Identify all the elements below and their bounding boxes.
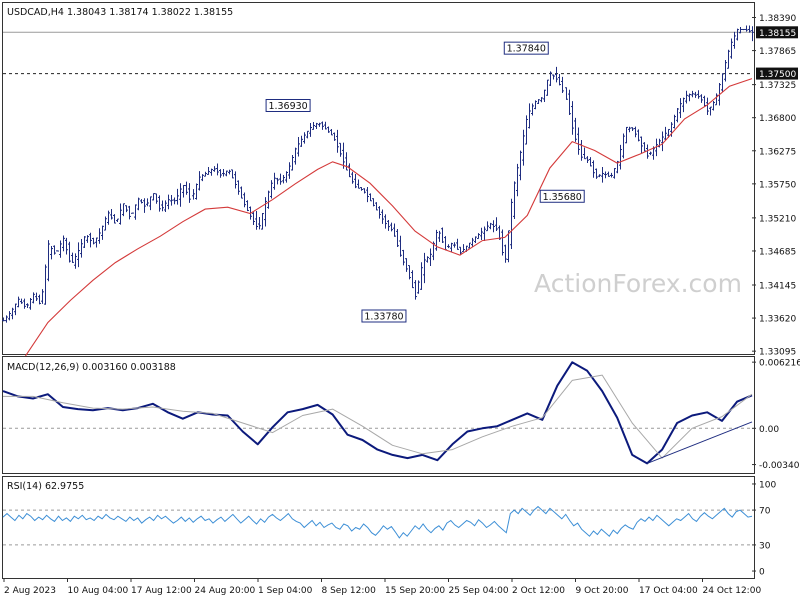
price-y-axis: 1.38390 1.37865 1.37325 1.36800 1.36275 1.357… bbox=[752, 14, 798, 358]
level-tag bbox=[756, 67, 798, 80]
macd-signal-line bbox=[3, 374, 753, 459]
price-reference-lines bbox=[3, 31, 752, 75]
price-y-tick-label: 1.34685 bbox=[759, 247, 796, 257]
x-tick-label: 2 Oct 12:00 bbox=[512, 586, 565, 596]
moving-average-line bbox=[25, 78, 753, 357]
rsi-panel-header: RSI(14) 62.9755 bbox=[7, 481, 84, 492]
current-price-label: 1.38155 bbox=[759, 29, 796, 39]
x-tick-label: 24 Oct 12:00 bbox=[703, 586, 762, 596]
price-panel-header: USDCAD,H4 1.38043 1.38174 1.38022 1.3815… bbox=[7, 7, 233, 18]
macd-y-axis: 0.006216 0.00 -0.003407 bbox=[752, 359, 800, 471]
price-y-tick-label: 1.36275 bbox=[759, 147, 796, 157]
watermark: ActionForex.com bbox=[534, 269, 742, 298]
annotation-box bbox=[265, 98, 311, 112]
annotation-box bbox=[503, 41, 549, 55]
x-tick-label: 25 Sep 04:00 bbox=[449, 586, 509, 596]
rsi-y-axis: 100 70 30 0 bbox=[752, 480, 776, 578]
price-annotations: 1.36930 1.33780 1.37840 1.35680 bbox=[265, 41, 585, 323]
annotation-1-37840: 1.37840 bbox=[503, 41, 549, 55]
annotation-1-33780: 1.33780 bbox=[361, 309, 407, 323]
annotation-1-35680: 1.35680 bbox=[539, 189, 585, 203]
rsi-reference-lines bbox=[3, 509, 752, 546]
x-tick-label: 17 Aug 12:00 bbox=[131, 586, 192, 596]
x-axis: 2 Aug 2023 10 Aug 04:00 17 Aug 12:00 24 Aug… bbox=[3, 578, 762, 596]
price-y-tick-label: 1.37865 bbox=[759, 47, 796, 57]
x-tick-label: 1 Sep 04:00 bbox=[258, 586, 313, 596]
price-y-tick-label: 1.36800 bbox=[759, 114, 796, 124]
price-panel-frame bbox=[2, 2, 755, 355]
x-tick-label: 2 Aug 2023 bbox=[4, 586, 56, 596]
x-tick-label: 9 Oct 20:00 bbox=[576, 586, 629, 596]
rsi-line bbox=[2, 505, 753, 539]
x-tick-label: 15 Sep 20:00 bbox=[385, 586, 445, 596]
macd-trendline bbox=[646, 421, 753, 464]
annotation-label: 1.36930 bbox=[268, 101, 307, 112]
price-y-tick-label: 1.33095 bbox=[759, 348, 796, 358]
x-tick-label: 24 Aug 20:00 bbox=[195, 586, 256, 596]
price-y-tick-label: 1.34145 bbox=[759, 281, 796, 291]
price-y-tick-label: 1.33620 bbox=[759, 315, 796, 325]
level-label: 1.37500 bbox=[759, 70, 796, 80]
annotation-label: 1.33780 bbox=[364, 311, 403, 322]
current-price-tag bbox=[756, 26, 798, 39]
x-tick-label: 8 Sep 12:00 bbox=[322, 586, 377, 596]
price-y-tick-label: 1.37325 bbox=[759, 81, 796, 91]
rsi-series-group bbox=[2, 505, 753, 539]
annotation-label: 1.35680 bbox=[543, 192, 582, 203]
macd-y-tick-label: 0.006216 bbox=[759, 359, 800, 369]
annotation-box bbox=[539, 189, 585, 203]
macd-y-tick-label: -0.003407 bbox=[759, 461, 800, 471]
rsi-y-tick-label: 30 bbox=[759, 541, 771, 551]
rsi-y-tick-label: 100 bbox=[759, 480, 776, 490]
rsi-panel-frame bbox=[2, 476, 755, 579]
annotation-1-36930: 1.36930 bbox=[265, 98, 311, 112]
annotation-label: 1.37840 bbox=[507, 44, 546, 55]
macd-panel-frame bbox=[2, 356, 755, 474]
price-y-tick-label: 1.35750 bbox=[759, 180, 796, 190]
annotation-box bbox=[361, 309, 407, 323]
price-series-group bbox=[2, 25, 754, 357]
x-tick-label: 10 Aug 04:00 bbox=[68, 586, 129, 596]
macd-line bbox=[2, 361, 753, 465]
price-y-tick-label: 1.38390 bbox=[759, 14, 796, 24]
rsi-y-tick-label: 0 bbox=[759, 568, 765, 578]
macd-panel-header: MACD(12,26,9) 0.003160 0.003188 bbox=[7, 362, 176, 373]
price-y-tick-label: 1.35210 bbox=[759, 214, 796, 224]
macd-y-tick-label: 0.00 bbox=[759, 425, 779, 435]
x-tick-label: 17 Oct 04:00 bbox=[639, 586, 698, 596]
rsi-y-tick-label: 70 bbox=[759, 507, 771, 517]
macd-series-group bbox=[2, 361, 753, 465]
